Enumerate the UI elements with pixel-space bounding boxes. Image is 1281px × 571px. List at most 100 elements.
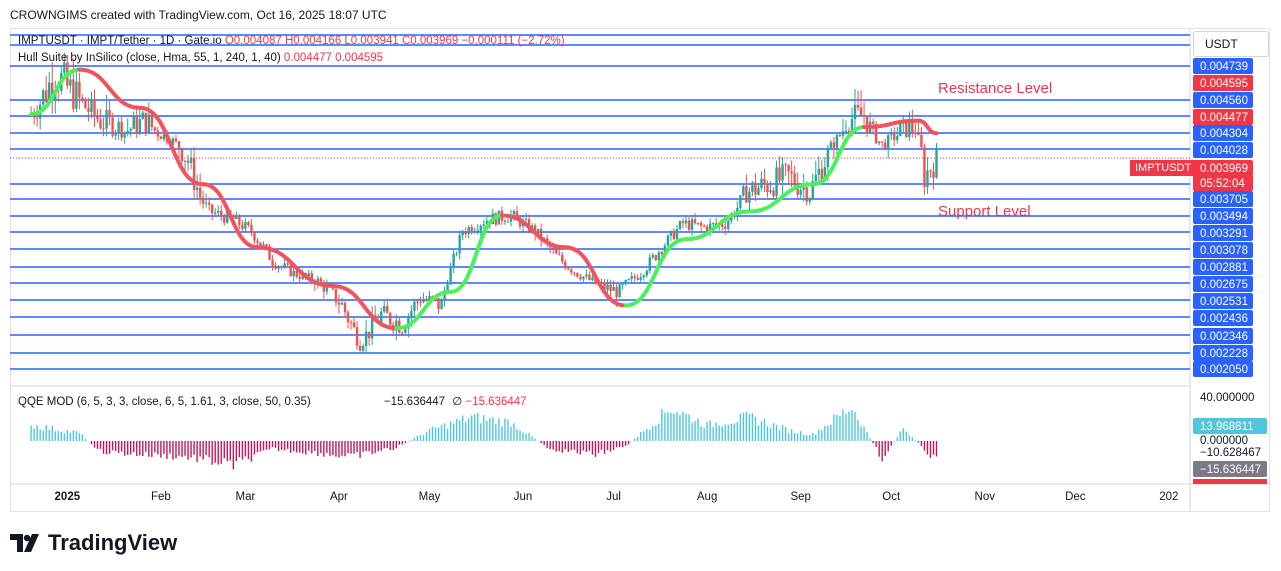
candle-body [585,274,588,277]
candle-body [93,98,96,116]
price-badge-text: 0.002675 [1200,279,1248,291]
price-badge-text: 0.003705 [1200,194,1248,206]
candle-body [887,135,890,149]
candle-body [262,244,265,246]
candle-body [618,284,621,298]
price-badge-text: 0.002531 [1200,296,1248,308]
candle-body [784,164,787,166]
price-badge-text: 0.003078 [1200,245,1248,257]
candle-body [443,290,446,301]
candle-body [820,168,824,181]
candle-body [96,115,99,120]
candle-body [217,210,220,213]
candle-body [253,232,256,241]
candle-body [823,167,827,181]
hull-segment [563,245,628,308]
candle-body [663,245,667,255]
price-badge [1193,175,1253,191]
candle-body [874,123,878,144]
candle-body [268,246,271,260]
candle-body [702,225,706,227]
candle-body [742,186,745,196]
candle-body [880,141,884,143]
candle-body [241,224,244,229]
candle-body [624,280,627,285]
candle-body [905,120,908,138]
currency-button[interactable]: USDT [1193,31,1269,57]
candle-body [283,263,286,267]
price-badge [1193,92,1253,108]
hull-segment [255,245,335,288]
candle-body [914,132,917,134]
candle-body [802,187,805,190]
candle-body [186,160,190,163]
candle-body [126,130,129,133]
candle-body [533,225,537,235]
candle-body [932,171,935,178]
candle-body [41,90,45,105]
candle-body [401,332,404,334]
indicator-axis-label: −10.628467 [1200,447,1261,459]
tradingview-logo[interactable]: TradingView [10,530,177,556]
candle-body [850,119,854,134]
candle-body [796,185,799,195]
candle-body [470,227,473,233]
hull-label: Hull Suite by InSilico (close, Hma, 55, … [18,52,281,64]
price-badge-text: 0.003969 [1200,163,1248,175]
candle-body [235,215,238,220]
time-axis-label: 2025 [55,491,81,503]
candle-body [386,305,389,314]
chart-frame [10,28,1270,512]
candle-body [277,266,280,269]
candle-body [760,178,763,188]
candle-body [367,331,371,339]
candle-body [192,157,196,191]
candle-body [90,98,93,113]
hull-legend[interactable]: Hull Suite by InSilico (close, Hma, 55, … [18,52,383,64]
candle-body [847,130,851,134]
price-badge-text: 0.003291 [1200,228,1248,240]
candle-body [361,346,365,351]
qqe-legend[interactable]: QQE MOD (6, 5, 3, 3, close, 6, 5, 1.61, … [18,394,527,408]
hull-segment [330,283,399,331]
candle-body [419,301,422,303]
price-badge-text: 0.002436 [1200,313,1248,325]
candle-body [778,167,781,181]
indicator-badge-clipped [1193,479,1267,484]
time-axis-label: Nov [975,491,996,503]
symbol-legend[interactable]: IMPTUSDT · IMPT/Tether · 1D · Gate.io O0… [18,35,565,47]
hull-values: 0.004477 0.004595 [283,52,384,64]
candle-body [524,219,528,221]
candle-body [636,278,639,280]
candle-body [210,204,214,214]
candle-body [479,225,482,231]
candle-body [247,221,250,225]
candle-body [754,182,757,195]
candle-body [183,160,187,162]
candle-body [781,164,784,181]
price-badge-text: 0.002050 [1200,364,1248,376]
candle-body [545,238,549,243]
candle-body [693,219,697,224]
candle-body [536,228,540,235]
candle-body [162,134,166,140]
price-badge-text: 0.004595 [1200,78,1248,90]
candle-body [669,230,673,236]
hull-segment [684,209,752,242]
candle-body [422,299,425,303]
candle-body [404,328,407,333]
candle-body [244,221,247,229]
candle-body [657,252,661,261]
candle-body [180,147,184,162]
price-badge [1193,361,1253,377]
candle-body [829,142,833,148]
candle-body [859,107,863,115]
candle-body [883,142,887,149]
candle-body [564,261,567,269]
candle-body [790,171,793,174]
candle-body [226,210,229,223]
candle-body [150,114,154,128]
candle-body [838,135,842,137]
candle-body [675,229,679,240]
